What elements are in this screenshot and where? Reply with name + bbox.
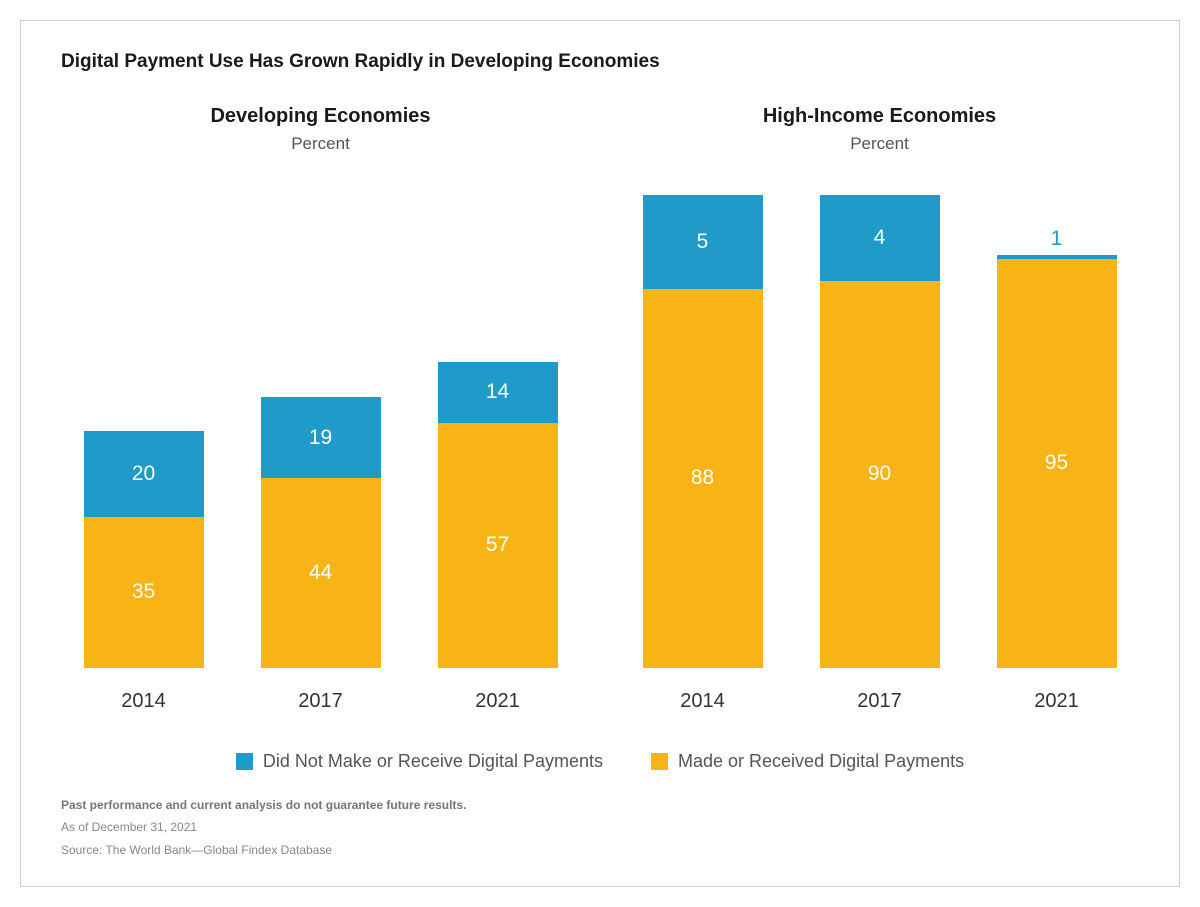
x-axis-label: 2021 [980, 690, 1133, 713]
legend-label: Did Not Make or Receive Digital Payments [263, 751, 603, 772]
segment-made: 35 [84, 517, 204, 668]
segment-did-not: 19 [261, 397, 381, 479]
segment-did-not: 5 [643, 195, 763, 290]
bars-area: 2035 1944 1457 [61, 172, 580, 678]
bar-stack: 588 [643, 195, 763, 668]
segment-did-not: 14 [438, 362, 558, 422]
legend-swatch [651, 753, 668, 770]
footnote-source: Source: The World Bank—Global Findex Dat… [61, 839, 1139, 862]
panel-1: High-Income EconomiesPercent588490195201… [620, 105, 1139, 713]
bars-area: 588490195 [620, 172, 1139, 678]
footnotes: Past performance and current analysis do… [61, 794, 1139, 862]
segment-value-label: 1 [997, 227, 1117, 251]
bar-column: 1457 [421, 172, 574, 668]
bar-stack: 2035 [84, 431, 204, 668]
bar-column: 490 [803, 172, 956, 668]
bar-stack: 1457 [438, 362, 558, 667]
footnote-disclaimer: Past performance and current analysis do… [61, 794, 1139, 817]
x-axis: 2014 2017 2021 [620, 678, 1139, 713]
segment-did-not: 4 [820, 195, 940, 281]
segment-made: 88 [643, 289, 763, 667]
segment-made: 44 [261, 478, 381, 667]
segment-made: 95 [997, 259, 1117, 668]
panel-title: Developing Economies [61, 105, 580, 128]
panel-subtitle: Percent [61, 134, 580, 154]
segment-made: 90 [820, 281, 940, 668]
legend-swatch [236, 753, 253, 770]
legend: Did Not Make or Receive Digital Payments… [61, 751, 1139, 772]
footnote-asof: As of December 31, 2021 [61, 816, 1139, 839]
segment-made: 57 [438, 423, 558, 668]
x-axis-label: 2014 [67, 690, 220, 713]
x-axis-label: 2017 [244, 690, 397, 713]
panel-0: Developing EconomiesPercent2035194414572… [61, 105, 580, 713]
panel-title: High-Income Economies [620, 105, 1139, 128]
chart-panels: Developing EconomiesPercent2035194414572… [61, 105, 1139, 713]
legend-item: Made or Received Digital Payments [651, 751, 964, 772]
x-axis-label: 2021 [421, 690, 574, 713]
segment-did-not: 20 [84, 431, 204, 517]
bar-stack: 1944 [261, 397, 381, 668]
legend-label: Made or Received Digital Payments [678, 751, 964, 772]
bar-stack: 195 [997, 255, 1117, 668]
chart-title: Digital Payment Use Has Grown Rapidly in… [61, 51, 1139, 73]
bar-column: 195 [980, 172, 1133, 668]
bar-column: 588 [626, 172, 779, 668]
panel-subtitle: Percent [620, 134, 1139, 154]
legend-item: Did Not Make or Receive Digital Payments [236, 751, 603, 772]
x-axis: 2014 2017 2021 [61, 678, 580, 713]
x-axis-label: 2014 [626, 690, 779, 713]
bar-stack: 490 [820, 195, 940, 668]
x-axis-label: 2017 [803, 690, 956, 713]
bar-column: 2035 [67, 172, 220, 668]
chart-frame: Digital Payment Use Has Grown Rapidly in… [20, 20, 1180, 887]
bar-column: 1944 [244, 172, 397, 668]
